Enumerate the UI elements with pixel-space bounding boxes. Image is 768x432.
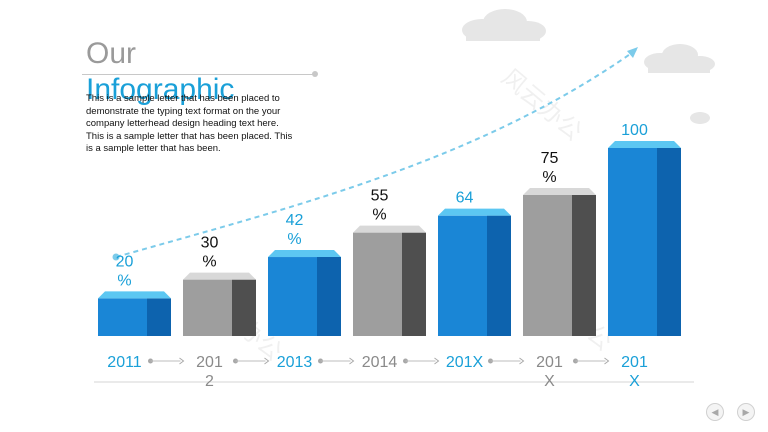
title-divider-dot — [312, 71, 318, 77]
bar — [608, 148, 657, 336]
bar-top — [438, 208, 511, 216]
next-slide-button[interactable]: ▶ — [737, 403, 755, 421]
timeline-arrowhead — [519, 357, 525, 365]
bar-top — [353, 225, 426, 233]
tick-label: 2011 — [107, 354, 142, 371]
title-infographic: Infographic — [86, 73, 235, 106]
tick-label: 2013 — [277, 354, 313, 371]
bar — [438, 215, 487, 336]
bar-top — [98, 291, 171, 299]
bar-top — [183, 272, 256, 280]
tick-label: 201X — [446, 354, 484, 371]
timeline-arrowhead — [264, 357, 270, 365]
title-our: Our — [86, 37, 137, 70]
bar-top — [523, 188, 596, 195]
timeline-arrowhead — [434, 357, 440, 365]
tick-label: 2014 — [362, 354, 398, 371]
trend-arrow-start-dot — [112, 253, 120, 261]
bar-side — [232, 279, 256, 336]
data-label: 55% — [371, 188, 389, 224]
bar-top — [608, 141, 681, 148]
bar-side — [402, 232, 426, 336]
clouds-decoration — [462, 9, 715, 124]
bar-side — [147, 298, 171, 336]
bar — [183, 279, 232, 336]
timeline-arrowhead — [349, 357, 355, 365]
bar-side — [657, 148, 681, 336]
watermark-text: 风云办公 — [496, 63, 588, 146]
body-paragraph: This is a sample letter that has been pl… — [86, 93, 293, 155]
bar — [268, 257, 317, 336]
trend-arrow-line — [115, 49, 637, 258]
data-label: 20% — [116, 253, 134, 289]
trend-arrow-head — [627, 47, 638, 58]
bar — [353, 232, 402, 336]
chevron-right-icon: ▶ — [742, 407, 750, 417]
title-divider — [82, 74, 314, 75]
bar — [98, 298, 147, 336]
data-label: 42% — [286, 212, 304, 248]
data-label: 64 — [456, 190, 474, 207]
tick-label: 201 2 — [196, 354, 223, 390]
bar-side — [317, 257, 341, 336]
prev-slide-button[interactable]: ◀ — [706, 403, 724, 421]
bar-top — [268, 250, 341, 258]
data-label: 30% — [201, 235, 219, 271]
bar — [523, 195, 572, 336]
chevron-left-icon: ◀ — [711, 407, 719, 417]
bar-side — [572, 195, 596, 336]
data-label: 100 — [621, 122, 648, 139]
bar-side — [487, 215, 511, 336]
timeline-arrowhead — [604, 357, 610, 365]
data-label: 75% — [541, 150, 559, 186]
timeline-arrowhead — [179, 357, 185, 365]
